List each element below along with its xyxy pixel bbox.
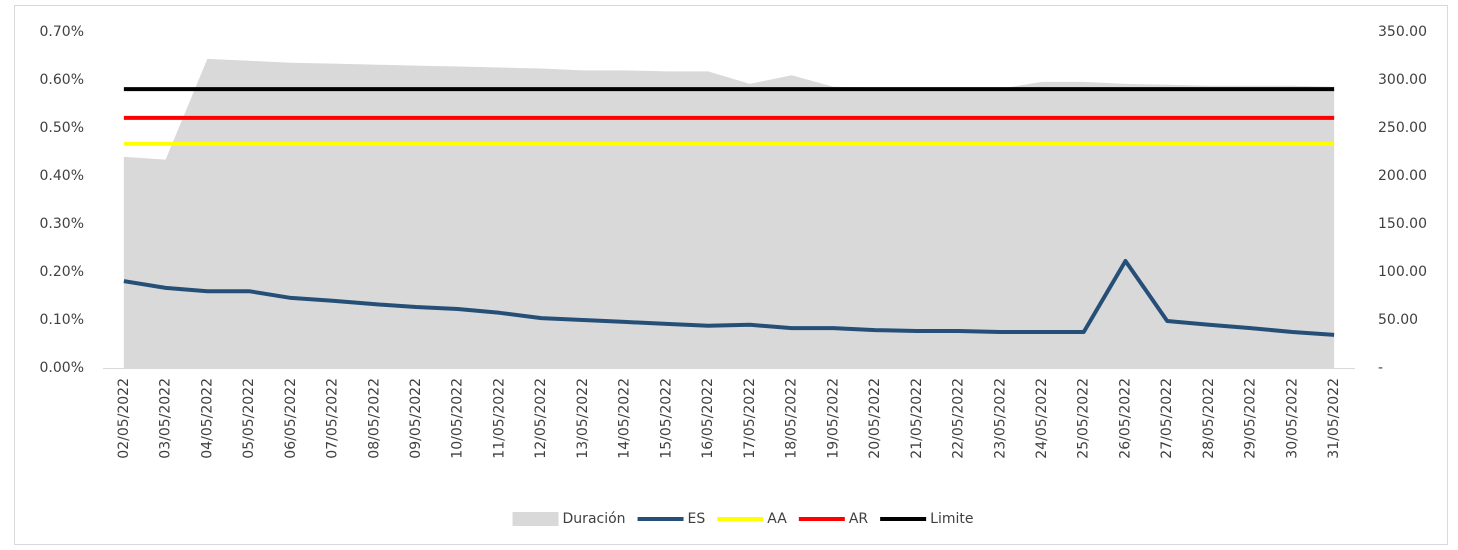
legend-label: Duración [563, 511, 626, 527]
x-tick-label: 29/05/2022 [1243, 378, 1259, 459]
x-tick-label: 08/05/2022 [366, 378, 382, 459]
y-tick-label: 0.50% [40, 120, 84, 136]
x-tick-label: 17/05/2022 [742, 378, 758, 459]
x-tick-label: 11/05/2022 [491, 378, 507, 459]
y-tick-label: 0.70% [40, 24, 84, 40]
x-tick-label: 19/05/2022 [825, 378, 841, 459]
y2-tick-label: 150.00 [1378, 216, 1427, 232]
x-tick-label: 14/05/2022 [617, 378, 633, 459]
x-tick-label: 22/05/2022 [951, 378, 967, 459]
y2-tick-label: - [1378, 360, 1383, 376]
x-tick-label: 28/05/2022 [1201, 378, 1217, 459]
x-tick-label: 21/05/2022 [909, 378, 925, 459]
x-tick-label: 27/05/2022 [1159, 378, 1175, 459]
y2-tick-label: 50.00 [1378, 312, 1418, 328]
y-tick-label: 0.10% [40, 312, 84, 328]
x-tick-label: 07/05/2022 [325, 378, 341, 459]
y-tick-label: 0.20% [40, 264, 84, 280]
area [123, 58, 1335, 368]
x-tick-label: 04/05/2022 [199, 378, 215, 459]
y2-tick-label: 300.00 [1378, 72, 1427, 88]
y2-tick-label: 250.00 [1378, 120, 1427, 136]
legend-label: AA [767, 511, 787, 527]
x-tick-label: 26/05/2022 [1117, 378, 1133, 459]
legend-swatch [512, 512, 559, 526]
x-tick-label: 23/05/2022 [992, 378, 1008, 459]
x-tick-label: 13/05/2022 [575, 378, 591, 459]
legend-label: Limite [930, 511, 973, 527]
y-tick-label: 0.00% [40, 360, 84, 376]
legend-label: ES [688, 511, 706, 527]
line [123, 258, 1335, 337]
x-tick-label: 25/05/2022 [1076, 378, 1092, 459]
x-tick-label: 09/05/2022 [408, 378, 424, 459]
y2-tick-label: 100.00 [1378, 264, 1427, 280]
x-tick-label: 05/05/2022 [241, 378, 257, 459]
x-tick-label: 15/05/2022 [658, 378, 674, 459]
x-tick-label: 16/05/2022 [700, 378, 716, 459]
y2-tick-label: 200.00 [1378, 168, 1427, 184]
x-tick-label: 12/05/2022 [533, 378, 549, 459]
y-tick-label: 0.30% [40, 216, 84, 232]
legend-label: AR [849, 511, 869, 527]
x-tick-label: 02/05/2022 [116, 378, 132, 459]
x-tick-label: 18/05/2022 [784, 378, 800, 459]
x-tick-label: 03/05/2022 [158, 378, 174, 459]
x-tick-label: 06/05/2022 [283, 378, 299, 459]
x-tick-label: 31/05/2022 [1326, 378, 1342, 459]
y2-tick-label: 350.00 [1378, 24, 1427, 40]
y-tick-label: 0.60% [40, 72, 84, 88]
x-tick-label: 24/05/2022 [1034, 378, 1050, 459]
x-tick-label: 10/05/2022 [450, 378, 466, 459]
y-tick-label: 0.40% [40, 168, 84, 184]
x-tick-label: 20/05/2022 [867, 378, 883, 459]
x-tick-label: 30/05/2022 [1284, 378, 1300, 459]
